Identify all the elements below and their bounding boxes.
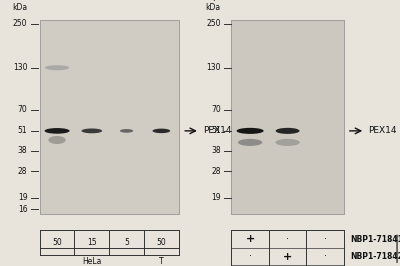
Ellipse shape xyxy=(120,129,133,133)
Ellipse shape xyxy=(276,139,300,146)
Text: 15: 15 xyxy=(87,238,97,247)
Text: NBP1-71841: NBP1-71841 xyxy=(350,235,400,243)
Ellipse shape xyxy=(45,65,69,70)
Text: 50: 50 xyxy=(52,238,62,247)
Text: 70: 70 xyxy=(18,105,27,114)
Text: PEX14: PEX14 xyxy=(368,126,397,135)
Text: ·: · xyxy=(324,252,326,261)
Text: B. IP/WB: B. IP/WB xyxy=(192,0,233,2)
Text: kDa: kDa xyxy=(206,3,221,12)
Text: 51: 51 xyxy=(18,126,27,135)
Text: 16: 16 xyxy=(18,205,27,214)
Text: +: + xyxy=(283,252,292,261)
Ellipse shape xyxy=(238,139,262,146)
Ellipse shape xyxy=(276,128,300,134)
Text: A. WB: A. WB xyxy=(0,0,28,2)
Bar xyxy=(40,20,179,214)
Text: T: T xyxy=(159,256,164,265)
Text: 5: 5 xyxy=(124,238,129,247)
Text: kDa: kDa xyxy=(12,3,27,12)
Text: 51: 51 xyxy=(211,126,221,135)
Text: PEX14: PEX14 xyxy=(203,126,232,135)
Text: 38: 38 xyxy=(18,146,27,155)
Ellipse shape xyxy=(236,128,264,134)
Text: 70: 70 xyxy=(211,105,221,114)
Ellipse shape xyxy=(48,136,66,144)
Text: 130: 130 xyxy=(13,63,27,72)
Text: 130: 130 xyxy=(206,63,221,72)
Text: 28: 28 xyxy=(18,167,27,176)
Text: NBP1-71842: NBP1-71842 xyxy=(350,252,400,261)
Text: 38: 38 xyxy=(211,146,221,155)
Text: ·: · xyxy=(286,234,289,244)
Text: ·: · xyxy=(324,234,326,244)
Bar xyxy=(231,20,344,214)
Ellipse shape xyxy=(44,128,70,134)
Text: 250: 250 xyxy=(206,19,221,28)
Ellipse shape xyxy=(82,128,102,133)
Text: 28: 28 xyxy=(211,167,221,176)
Text: 19: 19 xyxy=(18,193,27,202)
Text: HeLa: HeLa xyxy=(82,256,102,265)
Text: 19: 19 xyxy=(211,193,221,202)
Text: +: + xyxy=(246,234,255,244)
Text: 250: 250 xyxy=(13,19,27,28)
Text: ·: · xyxy=(249,252,252,261)
Text: 50: 50 xyxy=(156,238,166,247)
Ellipse shape xyxy=(152,129,170,133)
